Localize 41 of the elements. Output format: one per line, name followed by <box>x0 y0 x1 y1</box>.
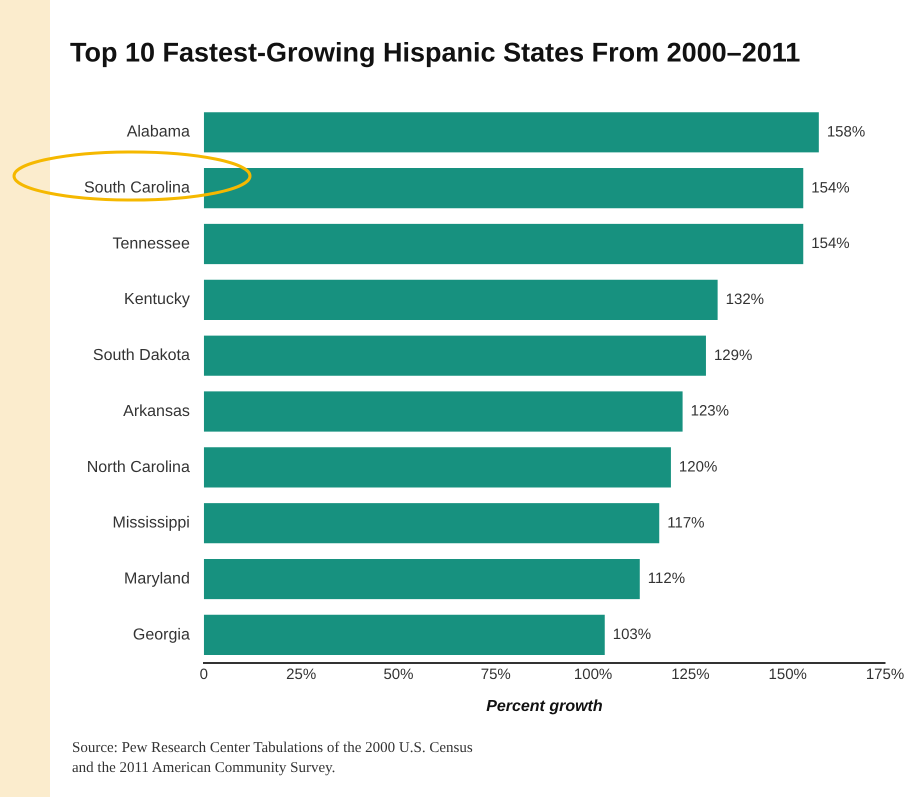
y-tick-label: Tennessee <box>112 235 190 252</box>
chart-title: Top 10 Fastest-Growing Hispanic States From 2000–2011 <box>70 38 800 68</box>
x-tick-label: 175% <box>866 666 904 683</box>
data-label: 117% <box>667 514 705 532</box>
x-tick-label: 0 <box>200 666 208 683</box>
bar <box>204 558 640 600</box>
y-tick-label: Mississippi <box>112 514 190 532</box>
x-tick-label: 150% <box>768 666 807 683</box>
data-label: 112% <box>648 570 686 588</box>
bar <box>204 391 683 432</box>
data-label: 154% <box>811 235 850 252</box>
x-tick-label: 100% <box>574 666 612 683</box>
x-tick-label: 50% <box>383 666 414 683</box>
y-tick-label: Arkansas <box>123 402 190 420</box>
y-tick-label: North Carolina <box>86 458 190 476</box>
x-axis-title: Percent growth <box>486 698 603 715</box>
bar <box>204 280 718 320</box>
source-note: Source: Pew Research Center Tabulations of the 2000 U.S. Census and the 2011 American Community Survey. <box>72 739 474 778</box>
y-tick-label: South Carolina <box>84 180 190 197</box>
y-tick-label: Alabama <box>126 124 190 141</box>
data-label: 154% <box>811 179 850 196</box>
x-tick-label: 25% <box>286 666 316 683</box>
bar <box>204 447 671 488</box>
bar <box>204 614 605 655</box>
bar <box>204 224 804 264</box>
bar <box>204 112 819 152</box>
bar <box>204 168 804 208</box>
data-label: 132% <box>726 290 764 308</box>
data-label: 129% <box>714 346 752 364</box>
bar <box>204 336 706 376</box>
y-tick-label: Kentucky <box>124 291 190 308</box>
data-label: 120% <box>678 458 718 476</box>
y-tick-label: South Dakota <box>92 347 190 364</box>
data-label: 103% <box>612 626 652 644</box>
data-label: 158% <box>826 123 866 140</box>
x-tick-label: 125% <box>671 666 710 683</box>
y-tick-label: Georgia <box>132 626 190 644</box>
bar <box>204 503 660 544</box>
data-label: 123% <box>690 402 729 420</box>
x-tick-label: 75% <box>480 666 511 683</box>
y-tick-label: Maryland <box>124 570 190 588</box>
